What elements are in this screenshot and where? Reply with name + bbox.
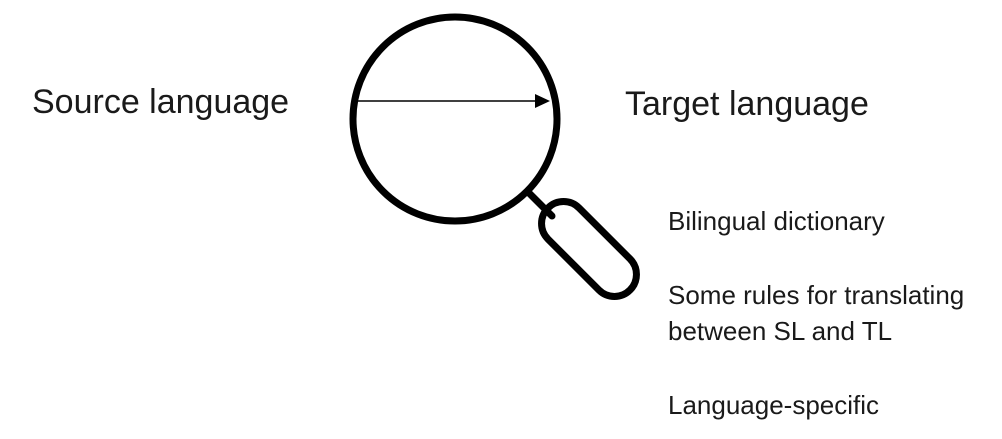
note-language-specific: Language-specific — [668, 387, 998, 423]
lens-circle — [349, 13, 561, 225]
notes-list: Bilingual dictionary Some rules for tran… — [668, 203, 998, 423]
target-language-label: Target language — [625, 85, 869, 123]
note-line: Language-specific — [668, 390, 880, 420]
note-line: Some rules for translating — [668, 280, 965, 310]
translation-arrow-head — [535, 94, 550, 108]
lens-handle — [538, 198, 640, 300]
source-language-label: Source language — [32, 83, 290, 121]
note-line: Bilingual dictionary — [668, 206, 885, 236]
note-translation-rules: Some rules for translating between SL an… — [668, 277, 998, 349]
note-line: between SL and TL — [668, 316, 893, 346]
note-bilingual-dictionary: Bilingual dictionary — [668, 203, 998, 239]
